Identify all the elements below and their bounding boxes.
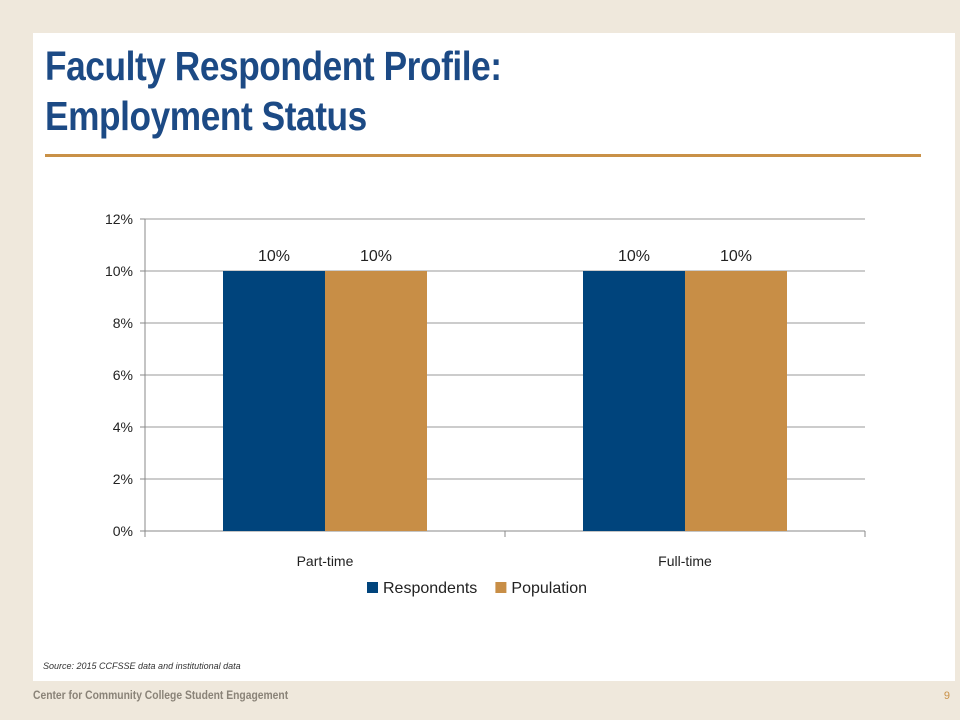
data-label: 10% (360, 248, 392, 265)
x-tick-label: Full-time (658, 553, 712, 569)
source-note: Source: 2015 CCFSSE data and institution… (43, 661, 241, 671)
bar-respondents-full-time (583, 271, 685, 531)
page-title: Faculty Respondent Profile: Employment S… (45, 41, 502, 141)
title-line-1: Faculty Respondent Profile: (45, 43, 502, 89)
title-divider (45, 154, 921, 157)
slide-panel: Faculty Respondent Profile: Employment S… (33, 33, 955, 681)
page-number: 9 (943, 690, 950, 702)
legend-label: Respondents (383, 580, 477, 597)
data-label: 10% (258, 248, 290, 265)
y-tick-label: 4% (113, 419, 133, 435)
data-label: 10% (720, 248, 752, 265)
y-tick-label: 2% (113, 471, 133, 487)
legend-swatch (495, 582, 507, 593)
y-tick-label: 8% (113, 315, 133, 331)
y-tick-label: 10% (105, 263, 133, 279)
bar-population-part-time (325, 271, 427, 531)
x-tick-label: Part-time (297, 553, 354, 569)
y-tick-label: 0% (113, 523, 133, 539)
bar-respondents-part-time (223, 271, 325, 531)
bar-chart: 0% 2% 4% 6% 8% 10% 12% 10% 10% Part-time 10% 10% Ful… (105, 211, 866, 597)
data-label: 10% (618, 248, 650, 265)
y-tick-label: 6% (113, 367, 133, 383)
legend-label: Population (511, 580, 587, 597)
bar-population-full-time (685, 271, 787, 531)
footer-organization: Center for Community College Student Eng… (33, 688, 289, 702)
y-tick-label: 12% (105, 211, 133, 227)
title-line-2: Employment Status (45, 93, 367, 139)
legend-swatch (367, 582, 378, 593)
